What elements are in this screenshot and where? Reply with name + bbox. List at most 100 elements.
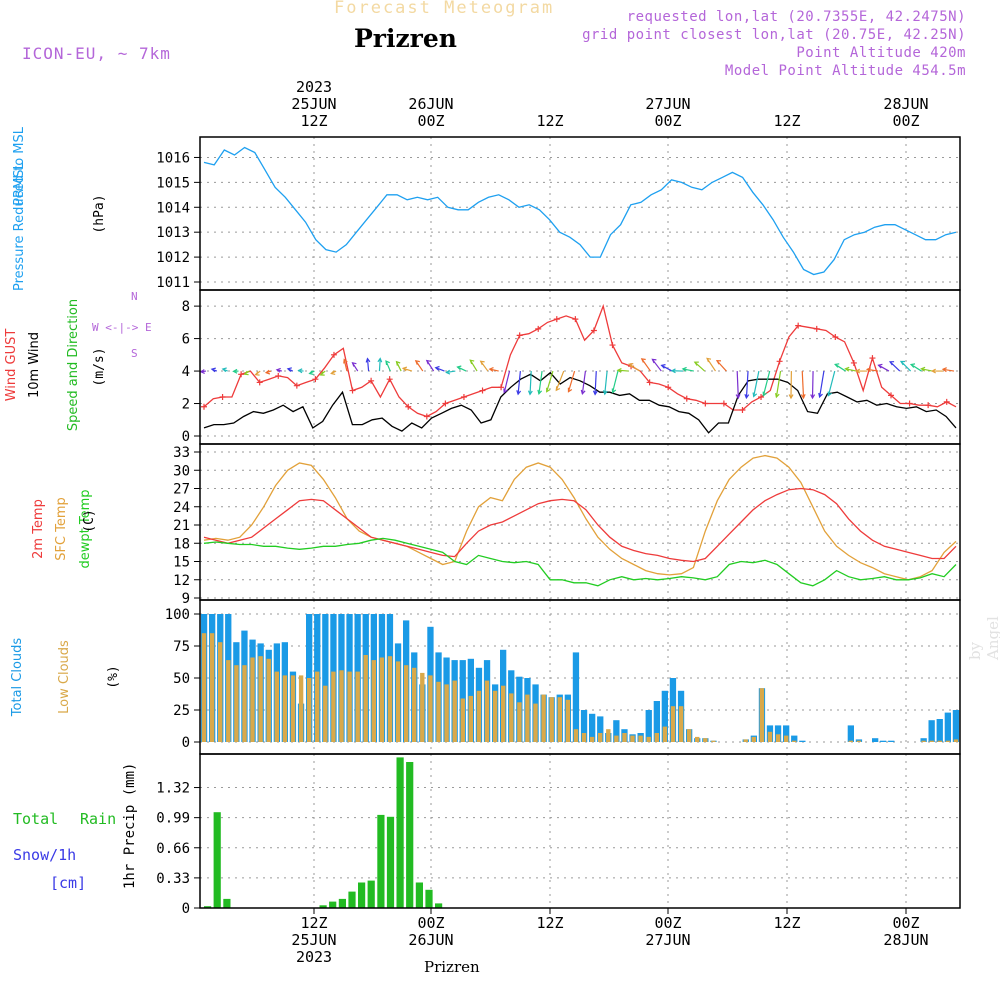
grid-point-coords: grid point closest lon,lat (20.75E, 42.2… (582, 27, 966, 43)
low-cloud-bar (290, 675, 296, 742)
low-cloud-bar (339, 670, 344, 742)
ytick-label: 1011 (156, 275, 190, 291)
wind-direction-arrowhead (640, 358, 646, 363)
gust-line-marker (201, 403, 207, 410)
wind-direction-arrow (682, 368, 694, 372)
total-cloud-bar (952, 710, 960, 742)
gust-line-marker (423, 413, 430, 420)
low-cloud-bar (323, 685, 328, 742)
total-cloud-bar (572, 652, 580, 742)
rain-bar (435, 903, 443, 908)
gust-line-marker (795, 322, 802, 329)
wind-direction-arrowhead (210, 367, 216, 373)
total-cloud-bar (888, 740, 895, 742)
low-cloud-bar (856, 740, 862, 742)
gust-line-marker (850, 359, 857, 366)
wind-direction-arrow (489, 368, 499, 372)
low-cloud-bar (509, 693, 514, 742)
gust-line-marker (869, 355, 876, 362)
total-cloud-bar (661, 690, 668, 742)
gust-line-marker (442, 400, 449, 407)
gust-line-marker (349, 387, 356, 394)
wind-direction-arrow (811, 371, 814, 399)
total-cloud-bar (653, 701, 660, 742)
wind-direction-arrow (745, 371, 749, 398)
wind-direction-arrowhead (920, 366, 926, 372)
wind-direction-arrowhead (401, 366, 408, 372)
wind-direction-arrowhead (775, 392, 780, 399)
wind-direction-arrowhead (834, 363, 840, 368)
low-cloud-bar (767, 731, 773, 742)
ytick-label: 18 (173, 536, 190, 552)
ytick-label: 1014 (156, 200, 190, 216)
total-cloud-bar (847, 725, 854, 742)
wind-direction-arrowhead (516, 390, 522, 396)
low-cloud-bar (468, 695, 473, 742)
low-cloud-bar (630, 735, 635, 742)
low-cloud-bar (654, 733, 659, 742)
total-cloud-bar (791, 735, 798, 742)
wind-direction-arrow (343, 359, 348, 372)
ytick-label: 21 (173, 518, 190, 534)
time-label-bottom-2: 12Z (536, 914, 564, 932)
grid-layer (200, 137, 960, 909)
low-cloud-bar (953, 739, 959, 742)
wind-direction-arrow (827, 370, 836, 396)
gust-line-marker (275, 372, 282, 379)
ytick-label: 0.99 (156, 811, 190, 827)
gust-line-marker (498, 384, 505, 391)
total-cloud-bar (783, 725, 790, 742)
wind-direction-arrowhead (930, 368, 936, 374)
gust-line-marker (665, 384, 672, 391)
rain-bar (415, 882, 423, 908)
wind-direction-arrow (845, 368, 857, 372)
low-cloud-bar (784, 735, 789, 742)
low-cloud-bar (420, 672, 425, 742)
compass-horizontal: W <-|-> E (92, 321, 152, 334)
low-cloud-bar (775, 734, 781, 742)
low-cloud-bar (565, 699, 571, 742)
time-label-top-2: 12Z (536, 112, 564, 130)
low-cloud-bar (929, 740, 934, 742)
rain-bar (367, 880, 375, 908)
wind-direction-arrowhead (762, 391, 767, 397)
wind-line (203, 371, 957, 434)
low-cloud-bar (517, 702, 522, 742)
time-label-bottom-3: 00Z 27JUN (645, 914, 691, 949)
wind-direction-arrowhead (434, 365, 440, 371)
total-cloud-bar (936, 719, 943, 742)
sfc-temp-line (203, 454, 957, 581)
wind-direction-arrowhead (744, 393, 750, 400)
wind-direction-arrowhead (580, 389, 586, 396)
gust-line-marker (720, 400, 727, 407)
wind-direction-arrow (801, 371, 805, 398)
low-cloud-bar (476, 690, 482, 742)
gust-line-marker (572, 316, 579, 323)
gust-line-marker (906, 400, 913, 407)
total-cloud-bar (645, 710, 652, 742)
compass-layer: W <-|-> E N S (92, 290, 152, 360)
low-cloud-bar (387, 656, 393, 742)
ytick-label: 1016 (156, 150, 190, 166)
wind-direction-arrowhead (351, 361, 357, 367)
gust-line-marker (702, 400, 709, 407)
wind-direction-arrowhead (592, 390, 598, 396)
low-cloud-bar (201, 633, 207, 742)
rain-bar (396, 757, 404, 908)
model-label: ICON-EU, ~ 7km (22, 44, 171, 63)
low-cloud-bar (218, 642, 223, 742)
gust-line-marker (535, 325, 542, 332)
rain-bar (358, 882, 366, 908)
gust-line-marker (553, 316, 560, 323)
low-cloud-bar (541, 694, 546, 742)
time-label-bottom-4: 12Z (773, 914, 801, 932)
time-label-top-5: 28JUN 00Z (883, 95, 929, 130)
low-cloud-bar (226, 660, 231, 742)
wind-direction-arrowhead (264, 369, 271, 375)
wind-direction-arrowhead (243, 370, 249, 376)
low-cloud-bar (945, 740, 951, 742)
low-cloud-bar (501, 685, 506, 742)
wind-direction-arrowhead (788, 394, 794, 400)
low-cloud-bar (751, 736, 756, 742)
